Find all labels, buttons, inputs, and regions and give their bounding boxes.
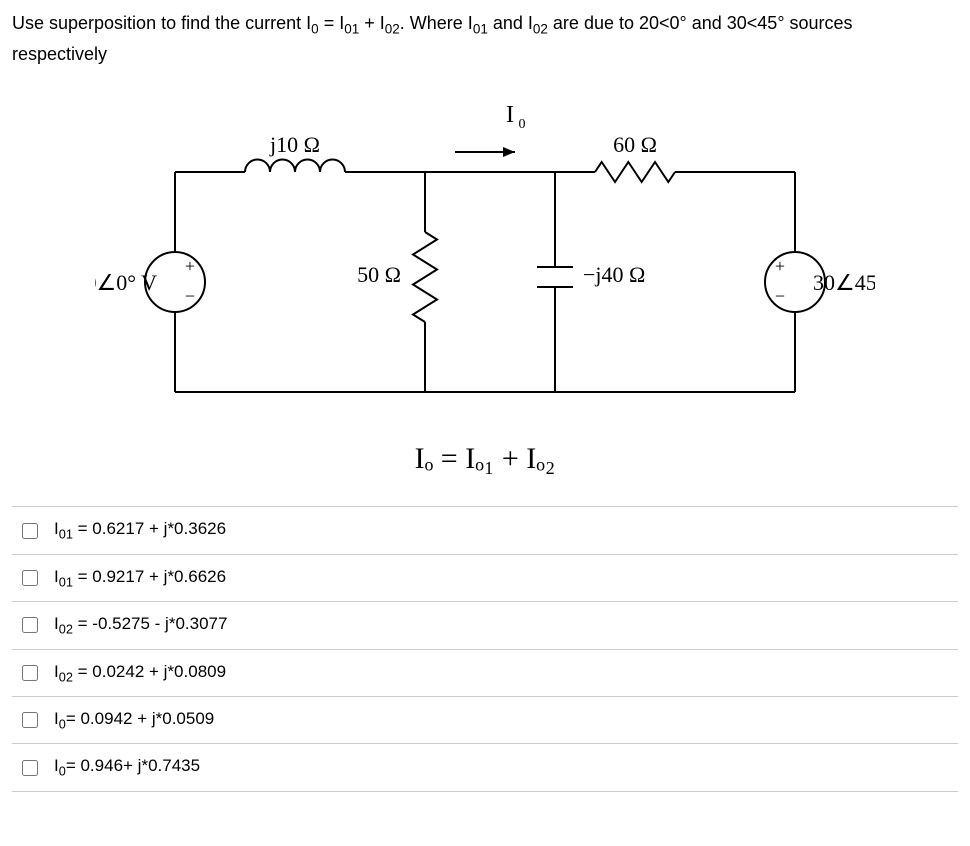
svg-text:−: − [775, 286, 785, 306]
svg-text:0: 0 [519, 117, 526, 132]
circuit-diagram: j10 Ω I0 60 Ω + − 20∠0° V + − 30∠45° V 50 Ω −j40 Ω [12, 92, 958, 422]
option-label: I01 = 0.6217 + j*0.3626 [54, 519, 226, 541]
svg-text:−: − [185, 286, 195, 306]
option-label: I0= 0.946+ j*0.7435 [54, 756, 200, 778]
q-sub: 02 [533, 22, 548, 37]
q-sub: 01 [473, 22, 488, 37]
svg-text:20∠0° V: 20∠0° V [95, 270, 157, 295]
option-label: I02 = -0.5275 - j*0.3077 [54, 614, 227, 636]
q-part: and I [488, 13, 533, 33]
q-part: Use superposition to find the current I [12, 13, 311, 33]
option-checkbox[interactable] [22, 712, 38, 728]
svg-text:50 Ω: 50 Ω [357, 262, 401, 287]
equation-text: Iₒ = Iₒ₁ + Iₒ₂ [415, 442, 556, 475]
svg-text:30∠45° V: 30∠45° V [813, 270, 875, 295]
question-text: Use superposition to find the current I0… [12, 10, 958, 68]
q-part: = I [319, 13, 345, 33]
option-row[interactable]: I02 = -0.5275 - j*0.3077 [12, 602, 958, 649]
option-row[interactable]: I01 = 0.6217 + j*0.3626 [12, 507, 958, 554]
option-label: I02 = 0.0242 + j*0.0809 [54, 662, 226, 684]
option-row[interactable]: I0= 0.946+ j*0.7435 [12, 744, 958, 791]
answer-options: I01 = 0.6217 + j*0.3626 I01 = 0.9217 + j… [12, 506, 958, 791]
option-checkbox[interactable] [22, 760, 38, 776]
svg-text:−j40 Ω: −j40 Ω [583, 262, 645, 287]
svg-text:j10 Ω: j10 Ω [269, 132, 320, 157]
q-sub: 0 [311, 22, 319, 37]
option-row[interactable]: I02 = 0.0242 + j*0.0809 [12, 650, 958, 697]
equation-handwritten: Iₒ = Iₒ₁ + Iₒ₂ [12, 442, 958, 476]
option-label: I0= 0.0942 + j*0.0509 [54, 709, 214, 731]
option-label: I01 = 0.9217 + j*0.6626 [54, 567, 226, 589]
option-checkbox[interactable] [22, 523, 38, 539]
q-part: are due to 20<0° and 30<45° sources [548, 13, 853, 33]
svg-text:I: I [506, 102, 514, 128]
q-part: + I [359, 13, 385, 33]
q-sub: 01 [344, 22, 359, 37]
circuit-svg: j10 Ω I0 60 Ω + − 20∠0° V + − 30∠45° V 50 Ω −j40 Ω [95, 92, 875, 422]
option-row[interactable]: I01 = 0.9217 + j*0.6626 [12, 555, 958, 602]
option-checkbox[interactable] [22, 617, 38, 633]
option-checkbox[interactable] [22, 665, 38, 681]
svg-text:+: + [775, 256, 785, 276]
q-part: respectively [12, 44, 107, 64]
svg-text:60 Ω: 60 Ω [613, 132, 657, 157]
q-part: . Where I [400, 13, 473, 33]
option-row[interactable]: I0= 0.0942 + j*0.0509 [12, 697, 958, 744]
q-sub: 02 [385, 22, 400, 37]
option-checkbox[interactable] [22, 570, 38, 586]
svg-text:+: + [185, 256, 195, 276]
